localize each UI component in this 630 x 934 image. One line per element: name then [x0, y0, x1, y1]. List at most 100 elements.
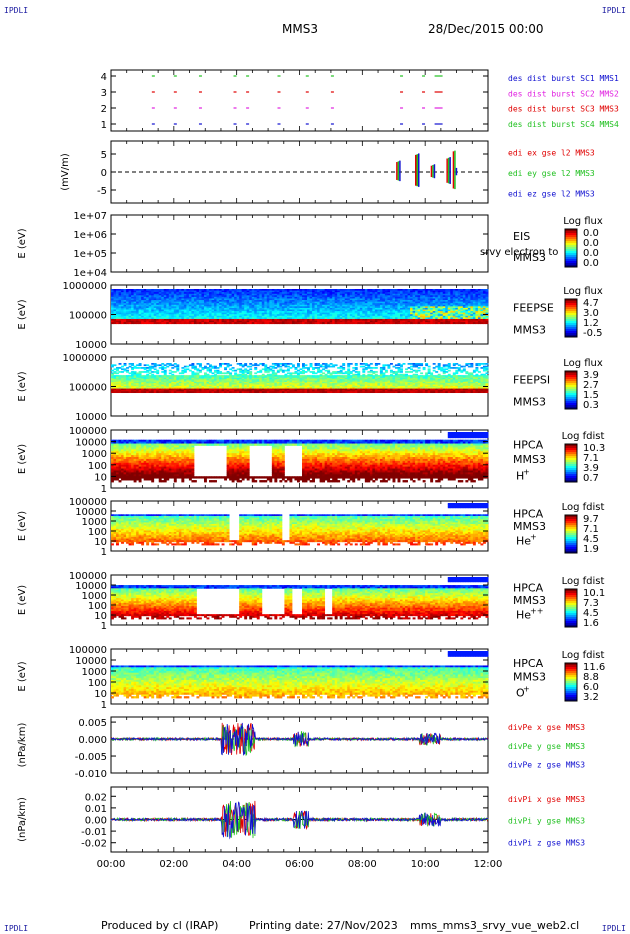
- hpca-h-ytick-1: 10000: [75, 438, 107, 449]
- footer-produced: Produced by cl (IRAP): [101, 919, 219, 932]
- divpi-ylabel: (nPa/km): [17, 797, 28, 842]
- eis-instrument: EIS: [513, 230, 530, 243]
- edi-ytick-1: 0: [101, 168, 107, 179]
- feepsi-ytick-0: 1000000: [62, 353, 107, 364]
- hpca-hepp-ytick-3: 100: [88, 601, 107, 612]
- eis-overlay-text: srvy electron to: [480, 247, 558, 258]
- edi-legend-0: edi ex gse l2 MMS3: [508, 148, 595, 157]
- footer-filename: mms_mms3_srvy_vue_web2.cl: [410, 919, 580, 932]
- divpe-series-2: [110, 722, 489, 756]
- hpca-hepp-spacecraft: MMS3: [513, 594, 546, 607]
- hpca-h-ylabel: E (eV): [17, 444, 28, 474]
- burst-panel-frame: [110, 69, 489, 132]
- x-tick-5: 10:00: [411, 859, 440, 870]
- hpca-h-spectrogram: [111, 432, 489, 483]
- hpca-hepp-colorbar-tick-3: 1.6: [583, 618, 599, 629]
- eis-colorbar-tick-1: 0.0: [583, 238, 599, 249]
- feepse-colorbar: [564, 298, 578, 338]
- feepsi-colorbar-tick-3: 0.3: [583, 400, 599, 411]
- corner-mark-tr: IPDLI: [601, 6, 626, 15]
- hpca-hepp-ytick-1: 10000: [75, 581, 107, 592]
- hpca-o-colorbar-tick-3: 3.2: [583, 692, 599, 703]
- divpi-ytick-4: -0.02: [81, 839, 107, 850]
- hpca-o-ytick-3: 100: [88, 678, 107, 689]
- feepsi-ytick-1: 100000: [69, 383, 107, 394]
- eis-panel-frame: [110, 214, 489, 273]
- eis-ytick-2: 1e+05: [73, 249, 107, 260]
- feepse-ytick-2: 10000: [75, 340, 107, 351]
- date-title: 28/Dec/2015 00:00: [428, 22, 544, 36]
- feepsi-ylabel: E (eV): [17, 371, 28, 401]
- eis-ylabel: E (eV): [17, 228, 28, 258]
- divpe-ytick-1: 0.000: [78, 735, 107, 746]
- hpca-h-colorbar-tick-2: 3.9: [583, 463, 599, 474]
- corner-mark-bl: IPDLI: [4, 924, 29, 933]
- eis-colorbar-title: Log flux: [563, 216, 603, 227]
- feepse-instrument: FEEPSE: [513, 301, 554, 314]
- eis-colorbar-tick-0: 0.0: [583, 228, 599, 239]
- hpca-o-spectrogram: [111, 651, 489, 699]
- burst-ytick-1: 3: [101, 88, 107, 99]
- hpca-hepp-colorbar-tick-1: 7.3: [583, 598, 599, 609]
- feepse-colorbar-tick-2: 1.2: [583, 318, 599, 329]
- hpca-hepp-colorbar-tick-0: 10.1: [583, 588, 605, 599]
- x-tick-1: 02:00: [159, 859, 188, 870]
- feepsi-colorbar-tick-0: 3.9: [583, 370, 599, 381]
- hpca-he-spectrogram: [111, 503, 489, 546]
- hpca-hepp-ylabel: E (eV): [17, 585, 28, 615]
- divpi-ytick-3: -0.01: [81, 827, 107, 838]
- divpe-ytick-3: -0.010: [75, 769, 107, 780]
- hpca-o-ytick-2: 1000: [82, 667, 107, 678]
- hpca-hepp-ytick-5: 1: [101, 621, 107, 632]
- eis-ytick-0: 1e+07: [73, 211, 107, 222]
- hpca-hepp-ytick-4: 10: [94, 611, 107, 622]
- divpi-ytick-0: 0.02: [85, 792, 107, 803]
- feepsi-ytick-2: 10000: [75, 412, 107, 423]
- hpca-h-colorbar-tick-0: 10.3: [583, 443, 605, 454]
- hpca-he-species-sup: +: [530, 533, 537, 542]
- hpca-hepp-ytick-2: 1000: [82, 591, 107, 602]
- hpca-o-ytick-0: 100000: [69, 645, 107, 656]
- hpca-o-colorbar-title: Log fdist: [562, 650, 605, 661]
- hpca-hepp-instrument: HPCA: [513, 582, 544, 595]
- divpi-ytick-2: 0.00: [85, 816, 107, 827]
- hpca-o-colorbar-tick-2: 6.0: [583, 682, 599, 693]
- spacecraft-title: MMS3: [282, 22, 318, 36]
- hpca-he-spacecraft: MMS3: [513, 520, 546, 533]
- feepse-colorbar-tick-1: 3.0: [583, 308, 599, 319]
- hpca-hepp-spectrogram: [111, 577, 489, 620]
- hpca-he-colorbar-tick-2: 4.5: [583, 534, 599, 545]
- feepsi-instrument: FEEPSI: [513, 373, 550, 386]
- hpca-h-colorbar-title: Log fdist: [562, 431, 605, 442]
- hpca-o-instrument: HPCA: [513, 657, 544, 670]
- eis-ytick-3: 1e+04: [73, 268, 107, 279]
- hpca-he-species: He: [516, 535, 531, 548]
- edi-ytick-0: 5: [101, 150, 107, 161]
- divpi-ytick-1: 0.01: [85, 804, 107, 815]
- hpca-he-colorbar-tick-3: 1.9: [583, 544, 599, 555]
- eis-colorbar-tick-3: 0.0: [583, 258, 599, 269]
- hpca-hepp-species: He: [516, 609, 531, 622]
- burst-legend-3: des dist burst SC4 MMS4: [508, 120, 619, 129]
- corner-mark-br: IPDLI: [601, 924, 626, 933]
- divpe-ytick-2: -0.005: [75, 752, 107, 763]
- hpca-he-ytick-2: 1000: [82, 517, 107, 528]
- eis-ytick-1: 1e+06: [73, 230, 107, 241]
- divpi-legend-0: divPi x gse MMS3: [508, 795, 585, 804]
- feepsi-spectrogram: [111, 363, 489, 394]
- divpe-legend-2: divPe z gse MMS3: [508, 761, 585, 770]
- hpca-he-colorbar-tick-0: 9.7: [583, 514, 599, 525]
- eis-colorbar: [564, 228, 578, 268]
- feepse-spectrogram: [111, 289, 489, 325]
- divpe-ylabel: (nPa/km): [17, 723, 28, 768]
- hpca-hepp-species-sup: ++: [530, 607, 543, 616]
- hpca-he-ytick-0: 100000: [69, 497, 107, 508]
- burst-ytick-3: 1: [101, 120, 107, 131]
- divpe-ytick-0: 0.005: [78, 718, 107, 729]
- hpca-h-ytick-2: 1000: [82, 449, 107, 460]
- feepsi-colorbar-title: Log flux: [563, 358, 603, 369]
- hpca-he-ylabel: E (eV): [17, 511, 28, 541]
- edi-ylabel: (mV/m): [60, 153, 71, 191]
- hpca-he-colorbar-tick-1: 7.1: [583, 524, 599, 535]
